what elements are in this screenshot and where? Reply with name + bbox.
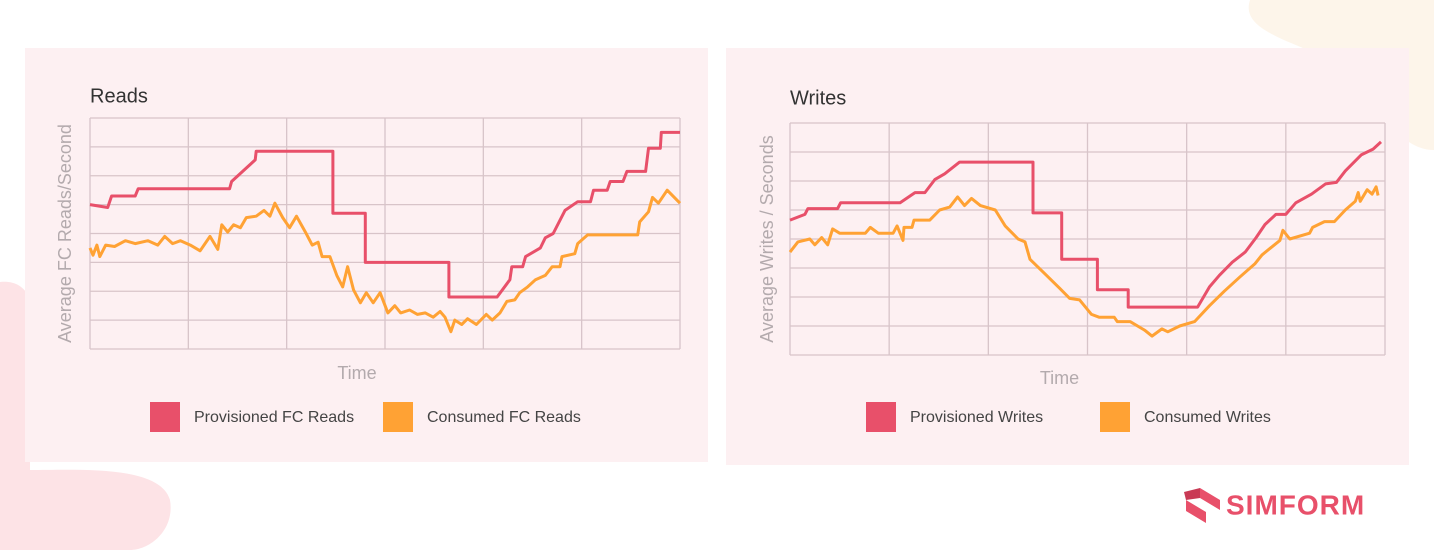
data-line <box>789 140 1383 309</box>
data-line <box>89 130 680 299</box>
logo-icon <box>1200 488 1220 510</box>
data-line <box>788 185 1380 338</box>
legend-label: Provisioned Writes <box>910 409 1043 426</box>
legend-label: Consumed FC Reads <box>427 409 581 426</box>
legend-label: Provisioned FC Reads <box>194 409 354 426</box>
legend-label: Consumed Writes <box>1144 409 1271 426</box>
panel <box>726 48 1409 465</box>
chart-title: Reads <box>90 85 148 107</box>
chart: Writes Average Writes / Seconds Time Provis… <box>757 87 1386 432</box>
legend-swatch <box>866 402 896 432</box>
logo-icon <box>1184 488 1200 500</box>
logo: SIMFORM <box>1184 488 1365 523</box>
chart: Reads Average FC Reads/Second Time Provisio… <box>55 85 682 432</box>
background-blob <box>0 281 171 550</box>
legend-swatch <box>150 402 180 432</box>
x-axis-label: Time <box>337 363 376 383</box>
chart-title: Writes <box>790 87 846 109</box>
y-axis-label: Average Writes / Seconds <box>757 135 777 342</box>
brand: SIMFORM <box>1226 489 1365 520</box>
x-axis-label: Time <box>1040 368 1079 388</box>
y-axis-label: Average FC Reads/Second <box>55 124 75 343</box>
legend-swatch <box>383 402 413 432</box>
data-line <box>88 188 682 334</box>
legend-swatch <box>1100 402 1130 432</box>
logo-icon <box>1186 500 1206 523</box>
